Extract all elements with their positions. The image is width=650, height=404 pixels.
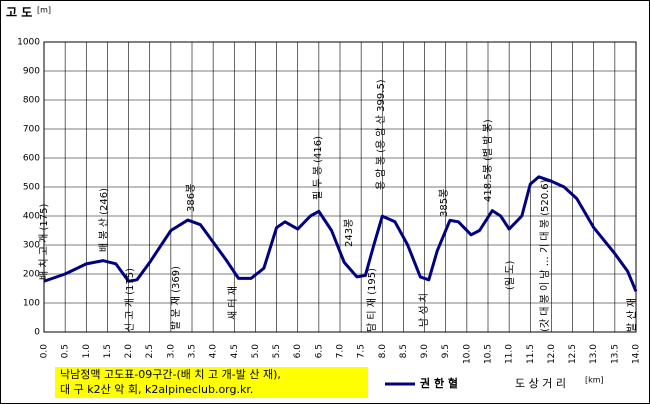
annotation: 발 운 재 (369) (170, 266, 182, 330)
legend-label: 권 한 혈 (420, 376, 458, 390)
x-tick-label: 11.0 (505, 344, 515, 364)
x-tick-label: 13.5 (610, 344, 620, 364)
annotation: 배 봉 산 (246) (98, 188, 110, 252)
y-tick-label: 1000 (17, 38, 40, 48)
x-tick-label: 3.5 (188, 344, 198, 358)
y-tick-label: 600 (23, 154, 40, 164)
x-tick-label: 10.0 (462, 344, 472, 364)
x-axis-label: 도 상 거 리 (515, 377, 566, 390)
annotation: 418.5봉 (별 밤 봉) (482, 119, 494, 202)
note-box (55, 367, 368, 398)
y-tick-label: 800 (23, 96, 40, 106)
annotation: 담 티 재 (195) (366, 268, 378, 332)
x-tick-label: 12.0 (547, 344, 557, 364)
annotation: 용 암 봉 (용 암 산 399.5) (375, 79, 387, 190)
line-series (43, 175, 638, 292)
x-tick-label: 13.0 (589, 344, 599, 364)
annotation: 386봉 (185, 184, 197, 212)
x-tick-label: 2.0 (124, 344, 134, 359)
note: 낙남정맥 고도표-09구간-(배 치 고 개-발 산 재), (60, 368, 281, 381)
x-axis-unit: [km] (585, 376, 604, 385)
y-tick-label: 300 (23, 241, 40, 251)
annotation: 385봉 (438, 189, 450, 217)
y-tick-label: 900 (23, 67, 40, 77)
x-tick-label: 6.5 (314, 344, 324, 358)
y-tick-label: 700 (23, 125, 40, 135)
x-tick-label: 5.5 (272, 344, 282, 358)
annotation: 243봉 (343, 219, 355, 247)
x-tick-label: 12.5 (568, 344, 578, 364)
annotation: 발 산 재 (626, 298, 638, 332)
y-axis-label: 고 도 (6, 6, 32, 20)
x-tick-label: 8.5 (399, 344, 409, 358)
x-tick-label: 7.0 (336, 344, 346, 359)
annotation: (갓 대 봉 이 남 … 기 대 봉 (520.6) (539, 179, 551, 332)
annotation: (일 도) (504, 261, 516, 290)
x-tick-label: 2.5 (145, 344, 155, 358)
x-tick-label: 1.5 (103, 344, 113, 358)
x-tick-label: 1.0 (82, 344, 92, 359)
x-tick-label: 7.5 (357, 344, 367, 358)
y-tick-label: 200 (23, 270, 40, 280)
x-tick-label: 4.5 (230, 344, 240, 358)
y-axis-unit: [m] (37, 6, 51, 15)
annotation: 새 터 재 (227, 286, 239, 320)
x-tick-label: 5.0 (251, 344, 261, 359)
plot-border (43, 41, 637, 333)
x-tick-label: 0.0 (40, 344, 50, 359)
annotation: 배 치 고 개 (175) (38, 203, 50, 280)
x-tick-label: 11.5 (526, 344, 536, 364)
x-tick-label: 8.0 (378, 344, 388, 359)
x-tick-label: 14.0 (632, 344, 642, 364)
x-tick-label: 6.0 (293, 344, 303, 359)
y-tick-label: 100 (23, 299, 40, 309)
y-tick-label: 0 (34, 328, 40, 338)
annotation: 남 성 치 (418, 293, 430, 327)
x-tick-label: 3.0 (166, 344, 176, 359)
x-tick-label: 10.5 (484, 344, 494, 364)
annotation: 신 고 개 (175) (124, 268, 136, 332)
x-tick-label: 9.5 (441, 344, 451, 358)
annotation: 필 두 봉 (416) (312, 136, 324, 200)
x-tick-label: 9.0 (420, 344, 430, 359)
x-tick-label: 4.0 (209, 344, 219, 359)
y-tick-label: 500 (23, 183, 40, 193)
x-tick-label: 0.5 (61, 344, 71, 358)
note: 대 구 k2산 악 회, k2alpineclub.org.kr. (60, 383, 253, 396)
y-tick-label: 400 (23, 212, 40, 222)
